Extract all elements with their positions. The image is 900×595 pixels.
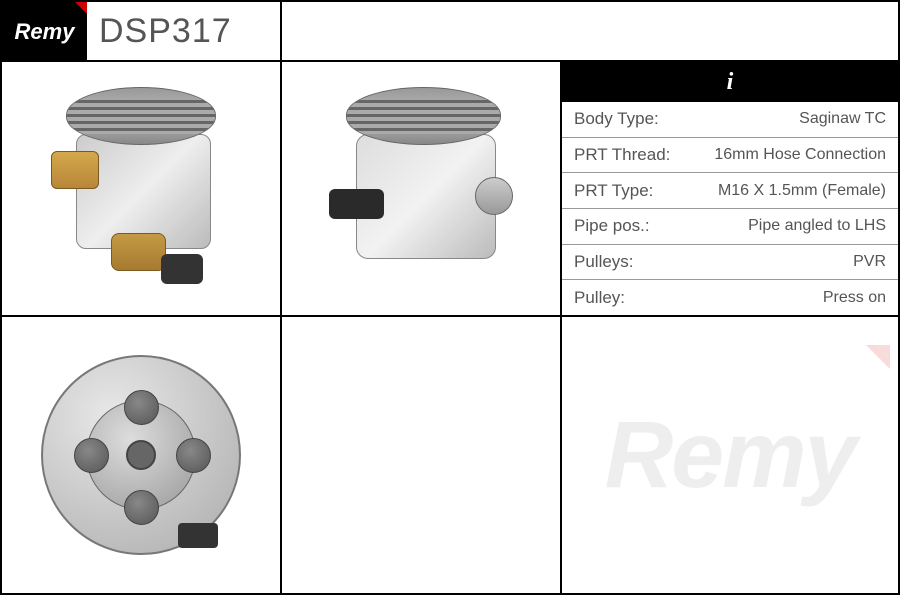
part-number: DSP317 <box>99 12 232 51</box>
spec-label: Pulleys: <box>574 252 634 272</box>
spec-label: PRT Type: <box>574 181 653 201</box>
pump-side-view-icon <box>31 79 251 299</box>
middle-row: i Body Type: Saginaw TC PRT Thread: 16mm… <box>2 62 898 317</box>
spec-row: Pipe pos.: Pipe angled to LHS <box>562 209 898 245</box>
pump-rear-view-icon <box>311 79 531 299</box>
watermark-text: Remy <box>605 401 856 510</box>
product-image-3 <box>2 317 282 593</box>
watermark-accent <box>866 345 890 369</box>
spec-row: Body Type: Saginaw TC <box>562 102 898 138</box>
header-row: Remy DSP317 <box>2 2 898 62</box>
bottom-row: Remy <box>2 317 898 593</box>
pulley-face-view-icon <box>36 350 246 560</box>
spec-value: Saginaw TC <box>799 110 886 128</box>
info-icon: i <box>727 69 734 96</box>
spec-rows: Body Type: Saginaw TC PRT Thread: 16mm H… <box>562 102 898 315</box>
spec-value: Press on <box>823 289 886 307</box>
spec-row: PRT Thread: 16mm Hose Connection <box>562 138 898 174</box>
spec-value: Pipe angled to LHS <box>748 217 886 235</box>
blank-cell <box>282 317 562 593</box>
spec-label: Pipe pos.: <box>574 216 650 236</box>
spec-value: PVR <box>853 253 886 271</box>
spec-sheet: Remy DSP317 <box>0 0 900 595</box>
brand-logo-text: Remy <box>15 19 75 45</box>
spec-panel-header: i <box>562 62 898 102</box>
brand-logo-accent <box>75 2 87 14</box>
header-blank <box>282 2 898 60</box>
product-image-2 <box>282 62 562 315</box>
spec-row: PRT Type: M16 X 1.5mm (Female) <box>562 173 898 209</box>
spec-value: 16mm Hose Connection <box>714 146 886 164</box>
brand-logo: Remy <box>2 2 87 62</box>
spec-value: M16 X 1.5mm (Female) <box>718 182 886 200</box>
watermark-cell: Remy <box>562 317 898 593</box>
part-number-cell: DSP317 <box>87 2 282 60</box>
spec-row: Pulleys: PVR <box>562 245 898 281</box>
product-image-1 <box>2 62 282 315</box>
spec-label: PRT Thread: <box>574 145 670 165</box>
spec-row: Pulley: Press on <box>562 280 898 315</box>
spec-label: Body Type: <box>574 109 659 129</box>
spec-panel: i Body Type: Saginaw TC PRT Thread: 16mm… <box>562 62 898 315</box>
spec-label: Pulley: <box>574 288 625 308</box>
